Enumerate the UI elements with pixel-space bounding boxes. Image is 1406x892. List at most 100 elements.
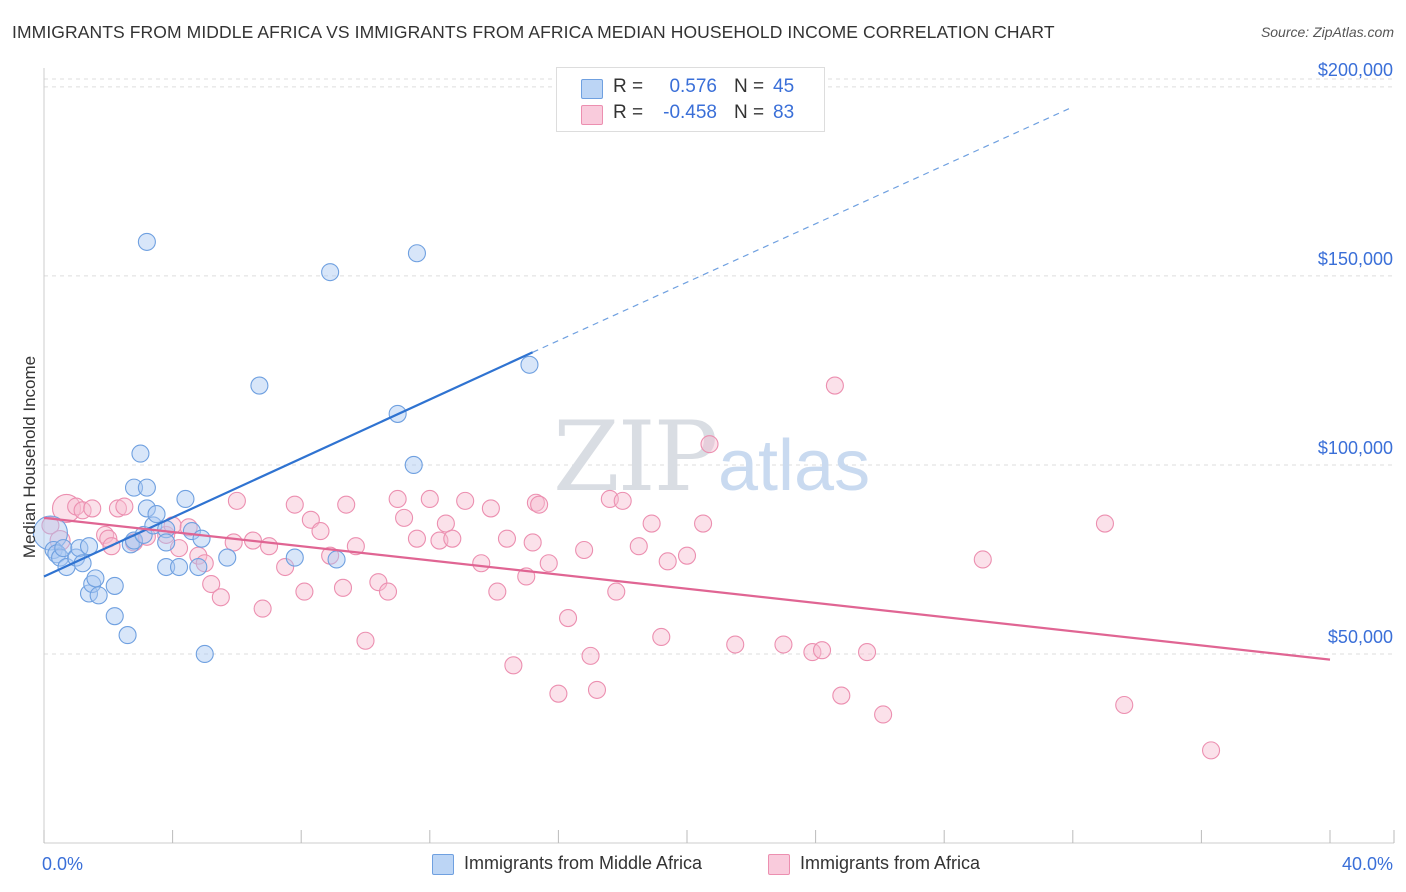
y-tick-label: $200,000 [1318, 60, 1393, 80]
point-africa [1115, 695, 1134, 715]
point-middle-africa [147, 505, 166, 524]
point-africa [436, 514, 455, 533]
point-africa [311, 522, 330, 541]
point-middle-africa [195, 644, 214, 664]
point-africa [333, 578, 353, 597]
point-middle-africa [321, 263, 340, 282]
point-africa [488, 582, 507, 601]
point-africa [558, 609, 578, 628]
point-africa [369, 573, 388, 592]
point-africa [613, 491, 632, 510]
point-middle-africa [176, 489, 195, 509]
point-africa [83, 499, 102, 518]
point-africa [812, 641, 832, 660]
point-africa [504, 656, 523, 675]
legend-swatch-middle-africa [432, 854, 454, 875]
x-axis [43, 68, 1395, 844]
point-middle-africa [137, 499, 156, 518]
point-middle-africa [404, 455, 423, 475]
point-africa [658, 552, 677, 571]
n-label: N = [734, 76, 765, 97]
r-label: R = [613, 102, 644, 123]
point-middle-africa [192, 529, 211, 548]
point-africa [202, 574, 221, 594]
swatch-middle-africa [581, 79, 603, 99]
trend-line-africa [43, 516, 1331, 661]
point-middle-africa [73, 554, 92, 573]
point-africa [581, 646, 600, 665]
point-middle-africa [105, 607, 124, 626]
n-label: N = [734, 102, 765, 123]
point-africa [346, 537, 365, 556]
point-africa [211, 588, 230, 607]
point-middle-africa [327, 550, 346, 569]
point-africa [549, 684, 568, 703]
point-africa [356, 631, 375, 650]
watermark: ZIP atlas [553, 401, 870, 513]
point-middle-africa [83, 574, 102, 594]
n-value: 45 [773, 76, 795, 97]
trend-line-middle-africa [43, 351, 534, 578]
point-middle-africa [520, 355, 539, 374]
legend-label-africa: Immigrants from Africa [800, 853, 981, 873]
r-value: 0.576 [669, 76, 717, 97]
point-middle-africa [189, 557, 208, 577]
point-africa [677, 546, 697, 565]
stats-row-africa: R = -0.458 N = 83 [557, 102, 824, 128]
point-africa [481, 499, 500, 518]
point-middle-africa [169, 557, 189, 577]
point-middle-africa [86, 569, 105, 588]
stats-row-middle-africa: R = 0.576 N = 45 [557, 76, 824, 102]
stats-legend: R = 0.576 N = 45 R = -0.458 N = 83 [556, 67, 825, 132]
point-middle-africa [118, 626, 137, 645]
point-africa [41, 516, 60, 535]
y-axis-label: Median Household Income [20, 355, 39, 559]
point-africa [472, 554, 491, 573]
point-africa [285, 495, 304, 514]
point-middle-africa [218, 548, 237, 567]
n-value: 83 [773, 102, 795, 123]
point-africa [407, 529, 426, 548]
point-middle-africa [157, 533, 176, 552]
point-middle-africa [131, 444, 150, 463]
r-label: R = [613, 76, 644, 97]
point-africa [259, 537, 279, 556]
point-africa [224, 533, 243, 552]
point-middle-africa [105, 576, 124, 595]
trend-line-middle-africa-extension [532, 106, 1074, 353]
chart-title: IMMIGRANTS FROM MIDDLE AFRICA VS IMMIGRA… [12, 22, 1055, 42]
y-tick-label: $50,000 [1328, 627, 1393, 647]
point-africa [253, 599, 272, 618]
point-africa [652, 627, 671, 647]
point-middle-africa [32, 515, 68, 551]
point-africa [227, 491, 246, 510]
point-africa [694, 514, 713, 533]
point-africa [1095, 514, 1114, 533]
point-africa [874, 705, 893, 724]
y-tick-labels: $50,000 $100,000 $150,000 $200,000 [1318, 60, 1393, 647]
point-africa [523, 533, 542, 552]
point-africa [539, 554, 558, 573]
point-middle-africa [51, 548, 70, 567]
point-africa [726, 635, 745, 654]
point-africa [108, 499, 127, 518]
point-africa [607, 582, 626, 601]
series-middle-africa-points [32, 232, 539, 664]
point-middle-africa [137, 232, 156, 251]
point-africa [456, 491, 475, 510]
point-africa [832, 686, 851, 705]
point-africa [1201, 741, 1221, 760]
point-africa [526, 493, 545, 512]
trend-lines [43, 106, 1331, 661]
legend-swatch-africa [768, 854, 790, 875]
point-africa [378, 582, 398, 601]
watermark-atlas: atlas [718, 426, 870, 506]
point-africa [642, 514, 661, 533]
point-middle-africa [157, 557, 176, 577]
point-middle-africa [250, 376, 269, 395]
point-africa [857, 643, 877, 662]
point-africa [497, 529, 517, 548]
series-legend: Immigrants from Middle Africa Immigrants… [0, 851, 1406, 879]
legend-label-middle-africa: Immigrants from Middle Africa [464, 853, 703, 873]
